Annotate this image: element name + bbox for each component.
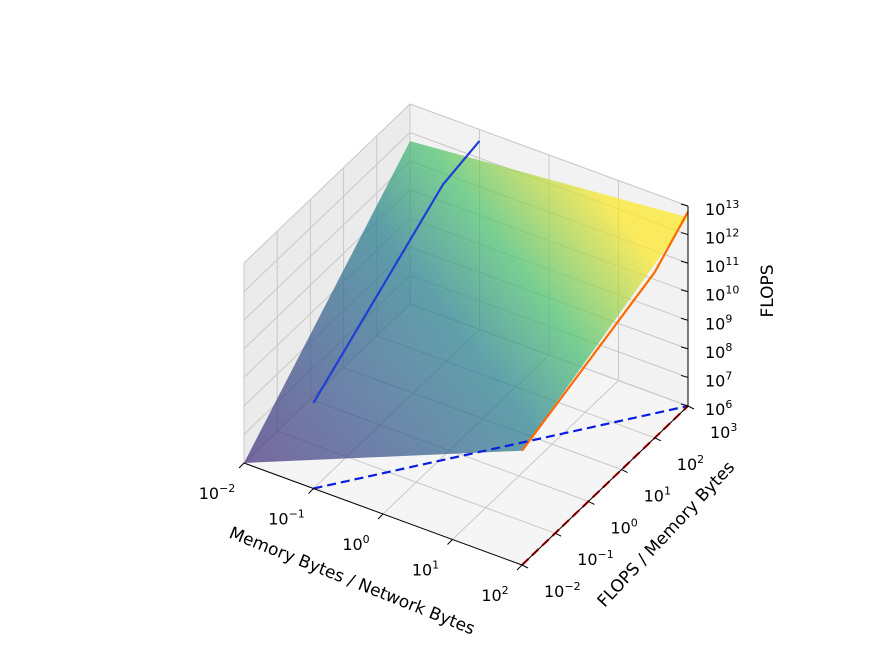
y-tick-label: 101 (644, 485, 671, 506)
z-tick-label: 107 (705, 369, 732, 390)
y-tick-label: 103 (710, 421, 737, 442)
z-tick (680, 374, 689, 378)
x-tick (377, 513, 384, 520)
z-gridline (243, 103, 689, 264)
z-tick (680, 403, 689, 407)
z-tick-label: 106 (705, 398, 732, 419)
z-tick-label: 1010 (705, 284, 739, 305)
x-tick-label: 10−2 (199, 482, 236, 503)
z-tick (680, 232, 689, 236)
z-axis-label: FLOPS (758, 264, 778, 317)
y-tick (687, 405, 695, 410)
series-line-2 (521, 211, 689, 452)
z-tick (680, 260, 689, 264)
y-tick (654, 437, 662, 442)
y-axis-line (521, 405, 689, 566)
z-tick (680, 289, 689, 293)
y-tick (621, 469, 628, 474)
y-tick-label: 100 (610, 516, 637, 537)
y-tick (554, 532, 562, 537)
z-tick-label: 109 (705, 312, 732, 333)
y-tick-label: 102 (677, 453, 704, 474)
axes-layer: 10−2 10−1 100 101 102 10−2 10−1 100 101 102 103106… (199, 198, 740, 605)
x-tick-label: 10−1 (268, 508, 305, 529)
y-tick (588, 500, 595, 505)
x-tick (447, 539, 453, 545)
x-tick (308, 488, 314, 494)
z-tick (680, 203, 689, 207)
y-tick-label: 10−1 (577, 548, 614, 569)
y-tick-label: 10−2 (544, 580, 581, 601)
surface-layer (244, 141, 688, 463)
z-tick-label: 1013 (705, 198, 739, 219)
z-tick-label: 1012 (705, 227, 739, 248)
x-tick-label: 102 (481, 584, 508, 605)
x-tick-label: 101 (412, 559, 439, 580)
y-tick (521, 564, 529, 569)
surface (244, 141, 688, 463)
series-line-3 (313, 404, 689, 490)
x-tick (238, 462, 245, 469)
z-tick (680, 346, 689, 350)
x-tick (516, 564, 523, 571)
x-tick-label: 100 (342, 533, 369, 554)
series-line-1 (312, 140, 481, 404)
z-tick (680, 317, 689, 321)
z-tick-label: 1011 (705, 255, 739, 276)
z-tick-label: 108 (705, 341, 732, 362)
